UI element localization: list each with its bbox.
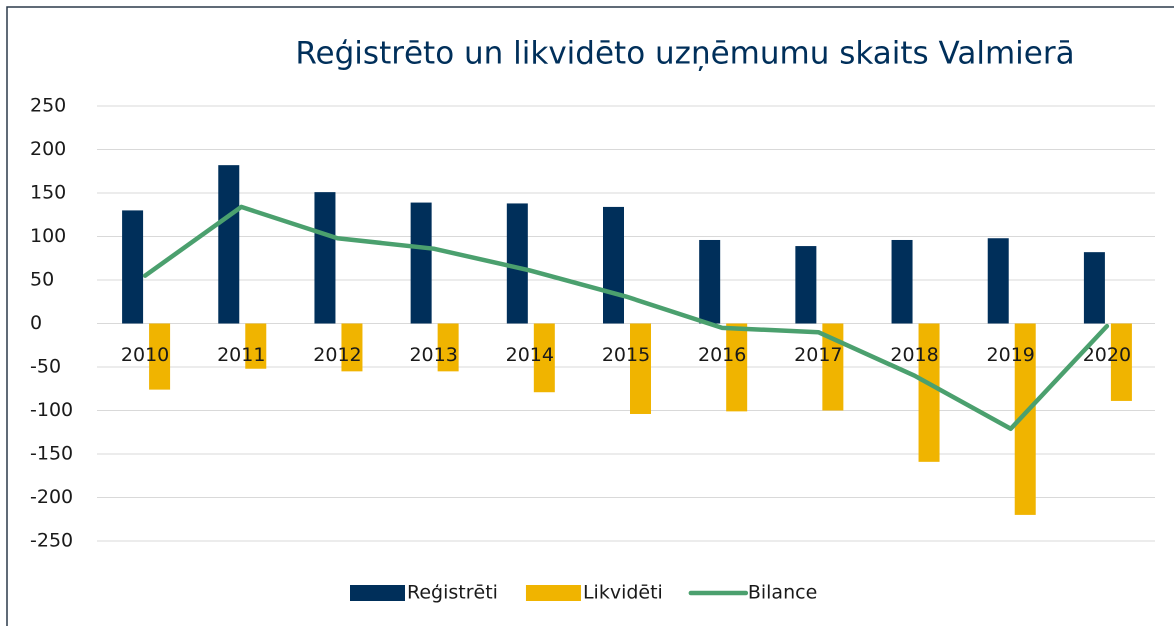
x-tick-label: 2014	[506, 344, 554, 366]
x-tick-label: 2015	[602, 344, 650, 366]
y-tick-label: -250	[30, 530, 73, 552]
bar	[630, 323, 651, 414]
x-tick-label: 2019	[987, 344, 1035, 366]
y-tick-label: 100	[30, 225, 66, 247]
x-tick-label: 2018	[890, 344, 938, 366]
legend-swatch	[525, 585, 581, 601]
x-tick-label: 2020	[1083, 344, 1131, 366]
legend-swatch	[350, 585, 405, 601]
x-tick-label: 2017	[794, 344, 842, 366]
legend-label: Likvidēti	[583, 582, 663, 604]
bar	[603, 206, 624, 324]
bar	[987, 238, 1009, 324]
bar	[437, 323, 459, 372]
y-tick-label: -200	[30, 486, 73, 508]
bar	[795, 246, 817, 324]
y-tick-label: 0	[30, 312, 42, 334]
y-tick-label: -150	[30, 443, 73, 465]
legend-label: Reģistrēti	[407, 582, 498, 604]
x-tick-label: 2013	[409, 344, 457, 366]
y-tick-label: -50	[30, 356, 61, 378]
bar	[218, 165, 240, 324]
bar	[149, 323, 171, 390]
bar	[245, 323, 267, 369]
y-tick-label: -100	[30, 399, 73, 421]
line	[142, 204, 1110, 432]
bar	[726, 323, 748, 412]
bar	[410, 202, 432, 324]
y-tick-label: 150	[30, 182, 66, 204]
bar	[533, 323, 555, 393]
bar	[122, 210, 144, 324]
bar	[699, 239, 721, 324]
y-tick-label: 200	[30, 138, 66, 160]
y-tick-label: 250	[30, 95, 66, 117]
x-tick-label: 2012	[313, 344, 361, 366]
bar	[918, 323, 940, 462]
chart-title: Reģistrēto un likvidēto uzņēmumu skaits …	[295, 36, 1074, 72]
bar	[891, 239, 913, 324]
bar	[506, 203, 528, 324]
y-tick-label: 50	[30, 269, 54, 291]
chart-frame	[6, 6, 1174, 630]
bar	[822, 323, 844, 411]
x-tick-label: 2011	[217, 344, 265, 366]
bar	[1014, 323, 1036, 515]
x-tick-label: 2010	[121, 344, 169, 366]
bar	[341, 323, 363, 372]
legend-label: Bilance	[748, 582, 817, 604]
bar	[314, 192, 336, 324]
grid	[97, 105, 1155, 542]
bar	[1110, 323, 1132, 401]
x-tick-label: 2016	[698, 344, 746, 366]
bar	[1083, 252, 1105, 324]
